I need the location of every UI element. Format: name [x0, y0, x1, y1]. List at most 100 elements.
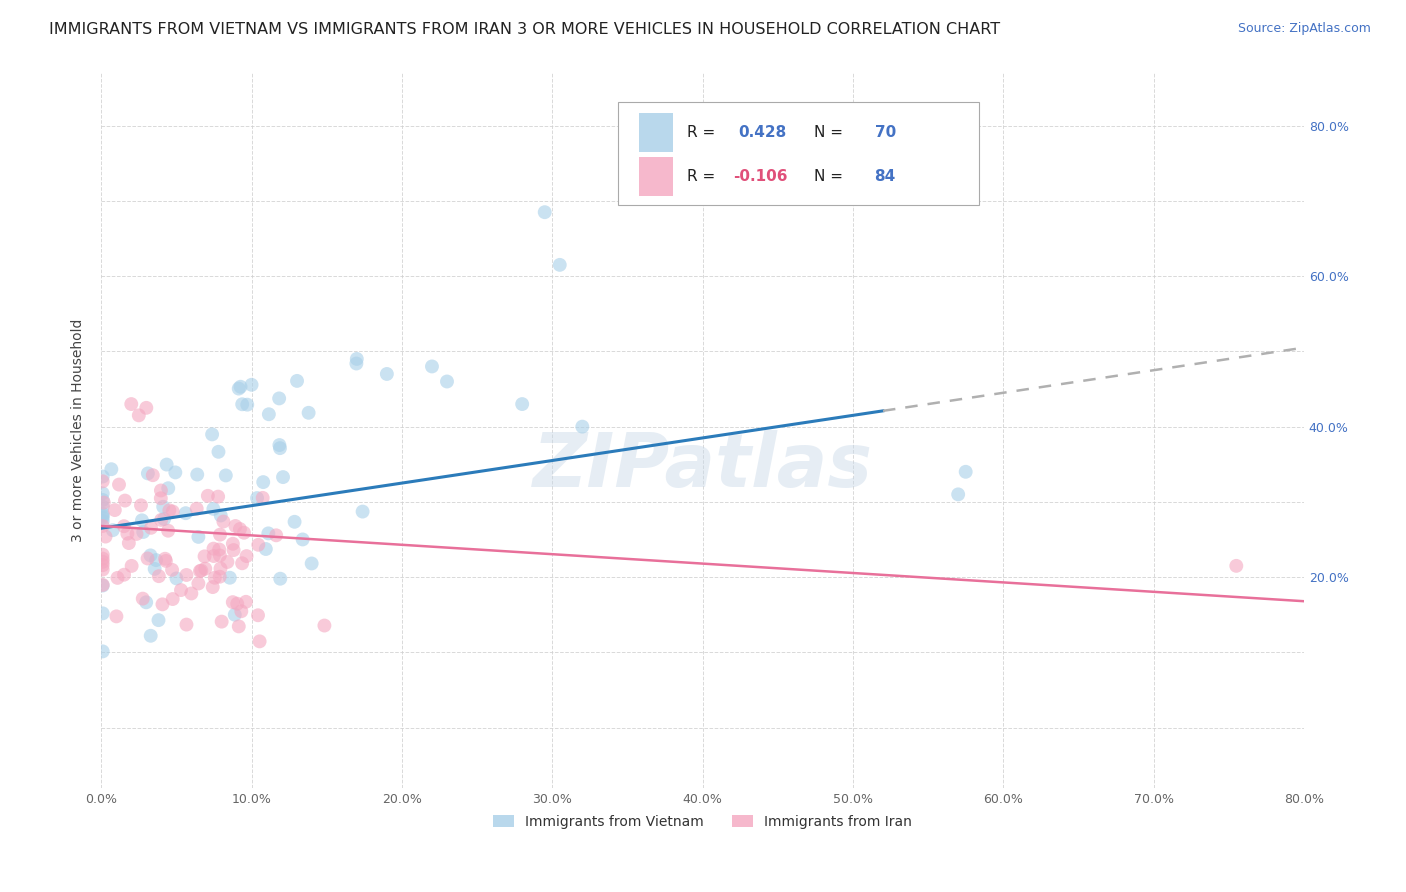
Point [148, 613, 170, 627]
Point [187, 576, 209, 591]
Point [211, 615, 233, 629]
Point [139, 629, 162, 643]
Point [252, 491, 274, 505]
Point [132, 524, 155, 539]
Point [136, 467, 159, 481]
Point [548, 258, 571, 272]
Point [510, 397, 533, 411]
Point [91, 500, 114, 514]
Point [93, 495, 115, 509]
FancyBboxPatch shape [619, 102, 979, 205]
Point [571, 419, 593, 434]
Point [104, 503, 127, 517]
Point [231, 604, 253, 618]
Point [247, 608, 270, 623]
Point [148, 569, 170, 583]
Point [346, 351, 368, 366]
Point [143, 562, 166, 576]
Point [193, 549, 215, 564]
Point [264, 528, 287, 542]
Point [91, 469, 114, 483]
Point [142, 468, 165, 483]
Point [91, 508, 114, 523]
Point [108, 477, 131, 491]
Point [91, 507, 114, 521]
Point [139, 521, 162, 535]
Point [157, 503, 180, 517]
Point [233, 525, 256, 540]
Point [249, 634, 271, 648]
Point [152, 500, 174, 514]
Point [101, 523, 124, 537]
Point [100, 462, 122, 476]
Point [91, 551, 114, 566]
Point [186, 467, 208, 482]
Point [135, 595, 157, 609]
Point [197, 489, 219, 503]
Point [145, 553, 167, 567]
Point [117, 526, 139, 541]
Point [91, 514, 114, 528]
Point [131, 513, 153, 527]
Point [112, 567, 135, 582]
Y-axis label: 3 or more Vehicles in Household: 3 or more Vehicles in Household [72, 318, 86, 542]
Point [156, 458, 179, 472]
Point [105, 609, 128, 624]
Point [202, 549, 225, 563]
Point [91, 644, 114, 658]
Point [208, 542, 231, 557]
Point [208, 527, 231, 541]
Point [231, 556, 253, 570]
Point [314, 618, 336, 632]
Point [231, 397, 253, 411]
Point [229, 380, 252, 394]
Point [91, 475, 114, 489]
Point [208, 549, 231, 563]
Point [955, 465, 977, 479]
Point [94, 530, 117, 544]
Point [226, 597, 249, 611]
Point [246, 491, 269, 505]
Point [176, 617, 198, 632]
Point [271, 470, 294, 484]
Point [257, 526, 280, 541]
Point [128, 409, 150, 423]
Point [160, 563, 183, 577]
Point [202, 501, 225, 516]
Point [153, 551, 176, 566]
Point [224, 607, 246, 622]
Text: 70: 70 [875, 125, 896, 140]
Point [215, 468, 238, 483]
Point [436, 375, 458, 389]
Point [176, 568, 198, 582]
Point [91, 607, 114, 621]
Point [222, 543, 245, 558]
Point [209, 561, 232, 575]
Point [114, 493, 136, 508]
Text: N =: N = [814, 169, 848, 184]
Point [284, 515, 307, 529]
Point [235, 595, 257, 609]
Point [136, 551, 159, 566]
Point [269, 441, 291, 455]
Point [201, 427, 224, 442]
Point [129, 499, 152, 513]
Point [91, 558, 114, 573]
Point [297, 406, 319, 420]
Point [946, 487, 969, 501]
Point [190, 564, 212, 578]
Point [150, 513, 173, 527]
Point [252, 475, 274, 489]
Point [162, 504, 184, 518]
Point [91, 492, 114, 507]
Point [157, 481, 180, 495]
Point [152, 598, 174, 612]
FancyBboxPatch shape [638, 112, 672, 152]
Point [186, 501, 208, 516]
Point [533, 205, 555, 219]
Point [207, 445, 229, 459]
Point [180, 586, 202, 600]
Point [269, 572, 291, 586]
Point [91, 519, 114, 533]
Text: Source: ZipAtlas.com: Source: ZipAtlas.com [1237, 22, 1371, 36]
